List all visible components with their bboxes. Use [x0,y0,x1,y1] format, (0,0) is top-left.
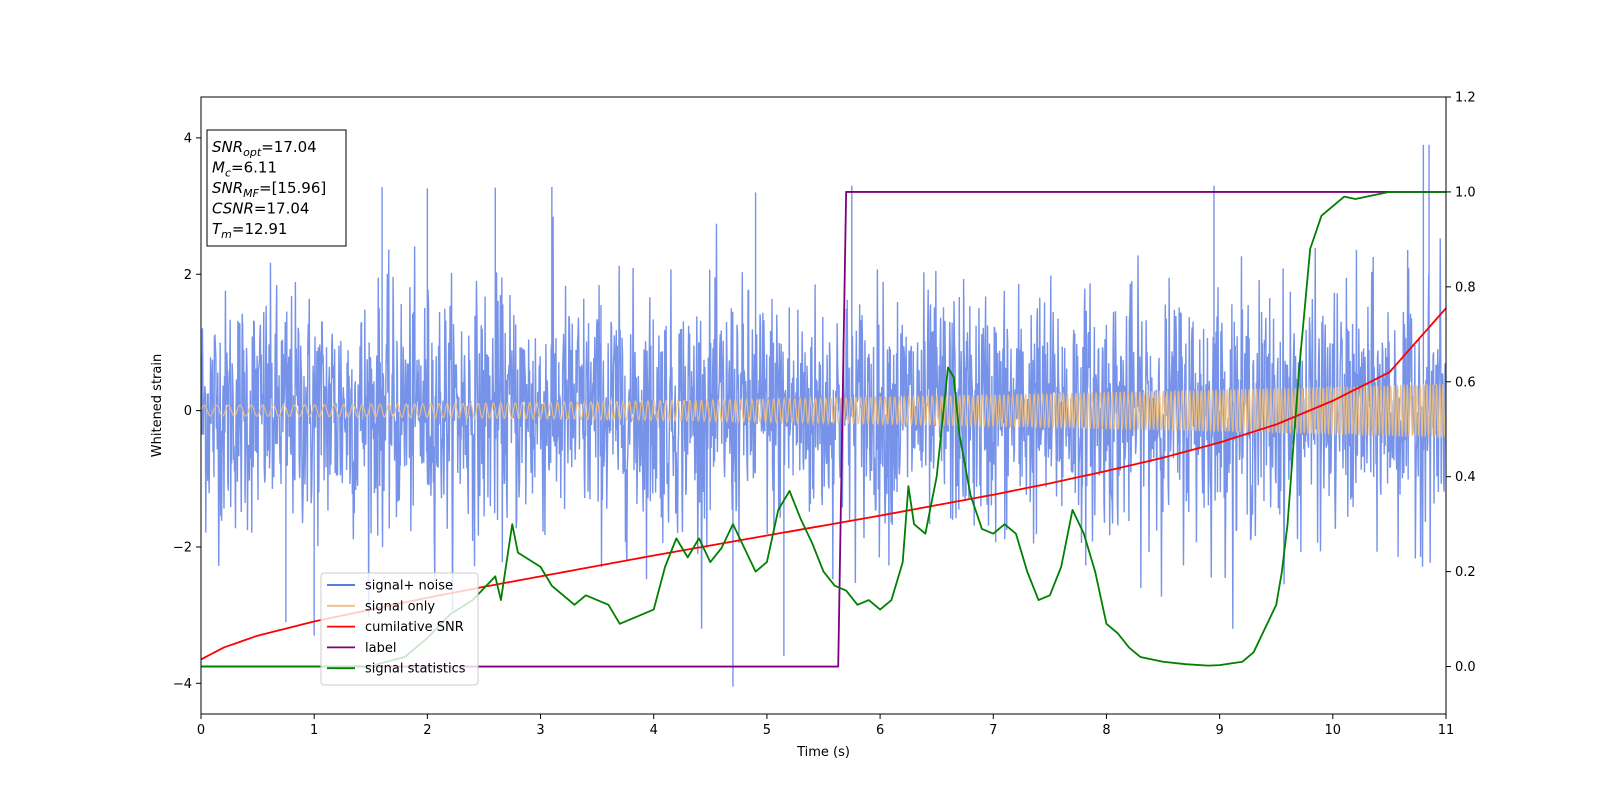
stats-annotation: SNRopt=17.04Mc=6.11SNRMF=[15.96]CSNR=17.… [206,129,347,247]
y2-tick-label: 1.2 [1455,91,1476,106]
annotation-line: SNRMF=[15.96] [212,179,326,200]
legend-entry: cumilative SNR [365,620,464,635]
x-tick-label: 0 [197,723,205,738]
series-signal-only [201,383,1446,438]
x-tick-label: 9 [1215,723,1223,738]
x-tick-label: 6 [876,723,884,738]
legend: signal+ noise signal only cumilative SNR la… [320,572,479,686]
x-tick-label: 5 [763,723,771,738]
legend-entry: signal statistics [365,662,466,677]
x-tick-label: 4 [650,723,658,738]
y2-tick-label: 0.4 [1455,470,1476,485]
y-tick-label: 4 [184,131,192,146]
series-label [201,191,1446,668]
annotation-frame [206,129,347,247]
annotation-line: Mc=6.11 [212,159,277,180]
series-signal-noise [201,144,1446,687]
legend-entry: signal+ noise [365,579,453,594]
legend-entry: signal only [365,599,435,614]
y-tick-label: 0 [184,404,192,419]
y-tick-label: 2 [184,268,192,283]
y2-tick-label: 1.0 [1455,185,1476,200]
x-tick-label: 11 [1438,723,1455,738]
legend-entry: label [365,641,396,656]
y-tick-label: −2 [173,540,192,555]
annotation-line: SNRopt=17.04 [212,138,317,159]
y2-tick-label: 0.0 [1455,660,1476,675]
x-axis-label: Time (s) [796,745,850,760]
annotation-line: CSNR=17.04 [212,200,309,218]
plot-frame [200,96,1447,715]
y-axis-label: Whitened strain [150,354,165,457]
x-tick-label: 3 [536,723,544,738]
y2-tick-label: 0.8 [1455,280,1476,295]
series-signal-statistics [201,191,1446,668]
x-tick-label: 2 [423,723,431,738]
legend-frame [320,572,479,686]
y-tick-label: −4 [173,677,192,692]
x-tick-label: 7 [989,723,997,738]
x-tick-label: 10 [1325,723,1342,738]
x-tick-label: 1 [310,723,318,738]
annotation-line: Tm=12.91 [212,220,287,241]
y2-tick-label: 0.2 [1455,565,1476,580]
x-tick-label: 8 [1102,723,1110,738]
y2-tick-label: 0.6 [1455,375,1476,390]
